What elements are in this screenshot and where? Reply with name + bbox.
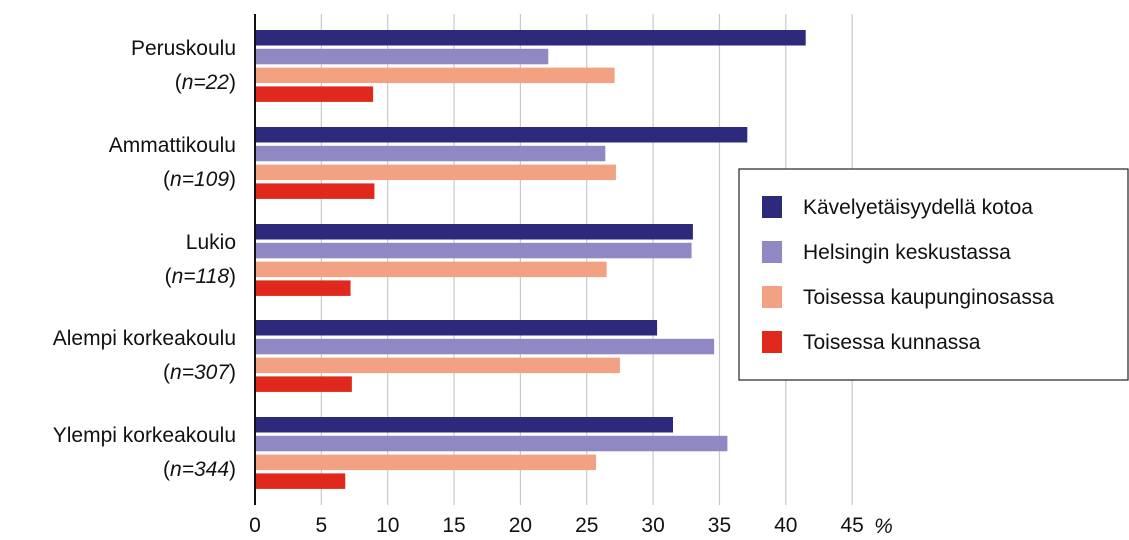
legend-swatch [762, 241, 782, 263]
x-tick-label: 45 [840, 514, 863, 537]
x-tick-label: 40 [774, 514, 797, 537]
category-n-label: (n=109) [163, 168, 236, 191]
bar [255, 127, 748, 143]
x-tick-label: 25 [575, 514, 598, 537]
bar [255, 435, 728, 452]
bar [255, 261, 607, 278]
bar [255, 224, 693, 240]
category-n-label: (n=344) [163, 458, 236, 481]
bar [255, 145, 606, 162]
x-tick-label: 5 [316, 514, 328, 537]
legend-box [738, 168, 1129, 381]
x-tick-label: 35 [708, 514, 731, 537]
bar [255, 320, 658, 336]
category-label: Alempi korkeakoulu [53, 327, 236, 350]
category-label: Ammattikoulu [109, 134, 236, 157]
x-tick-label: 15 [442, 514, 465, 537]
bar [255, 473, 346, 489]
category-label: Lukio [186, 231, 236, 254]
category-n-label: (n=307) [163, 361, 236, 384]
legend-swatch [762, 331, 782, 353]
bar [255, 164, 616, 181]
category-n-label: (n=118) [165, 265, 236, 288]
bar [255, 376, 352, 392]
x-tick-label: 30 [641, 514, 664, 537]
bar [255, 242, 692, 259]
bar [255, 183, 375, 199]
x-tick-label: 0 [249, 514, 261, 537]
bar [255, 417, 673, 433]
legend-label: Toisessa kunnassa [803, 331, 981, 354]
bar [255, 280, 351, 296]
legend-swatch [762, 286, 782, 308]
bar [255, 338, 715, 355]
category-label: Ylempi korkeakoulu [53, 424, 236, 447]
category-label: Peruskoulu [131, 37, 236, 60]
bar [255, 454, 597, 471]
bar [255, 30, 806, 46]
bar [255, 357, 620, 374]
x-tick-label: 20 [509, 514, 532, 537]
bar [255, 48, 549, 65]
x-unit-label: % [874, 515, 893, 538]
legend-label: Toisessa kaupunginosassa [803, 286, 1054, 309]
bar [255, 67, 615, 84]
bar [255, 86, 374, 102]
legend-label: Kävelyetäisyydellä kotoa [803, 196, 1033, 219]
legend-label: Helsingin keskustassa [803, 241, 1011, 264]
legend-swatch [762, 196, 782, 218]
category-n-label: (n=22) [175, 71, 236, 94]
x-tick-label: 10 [376, 514, 399, 537]
